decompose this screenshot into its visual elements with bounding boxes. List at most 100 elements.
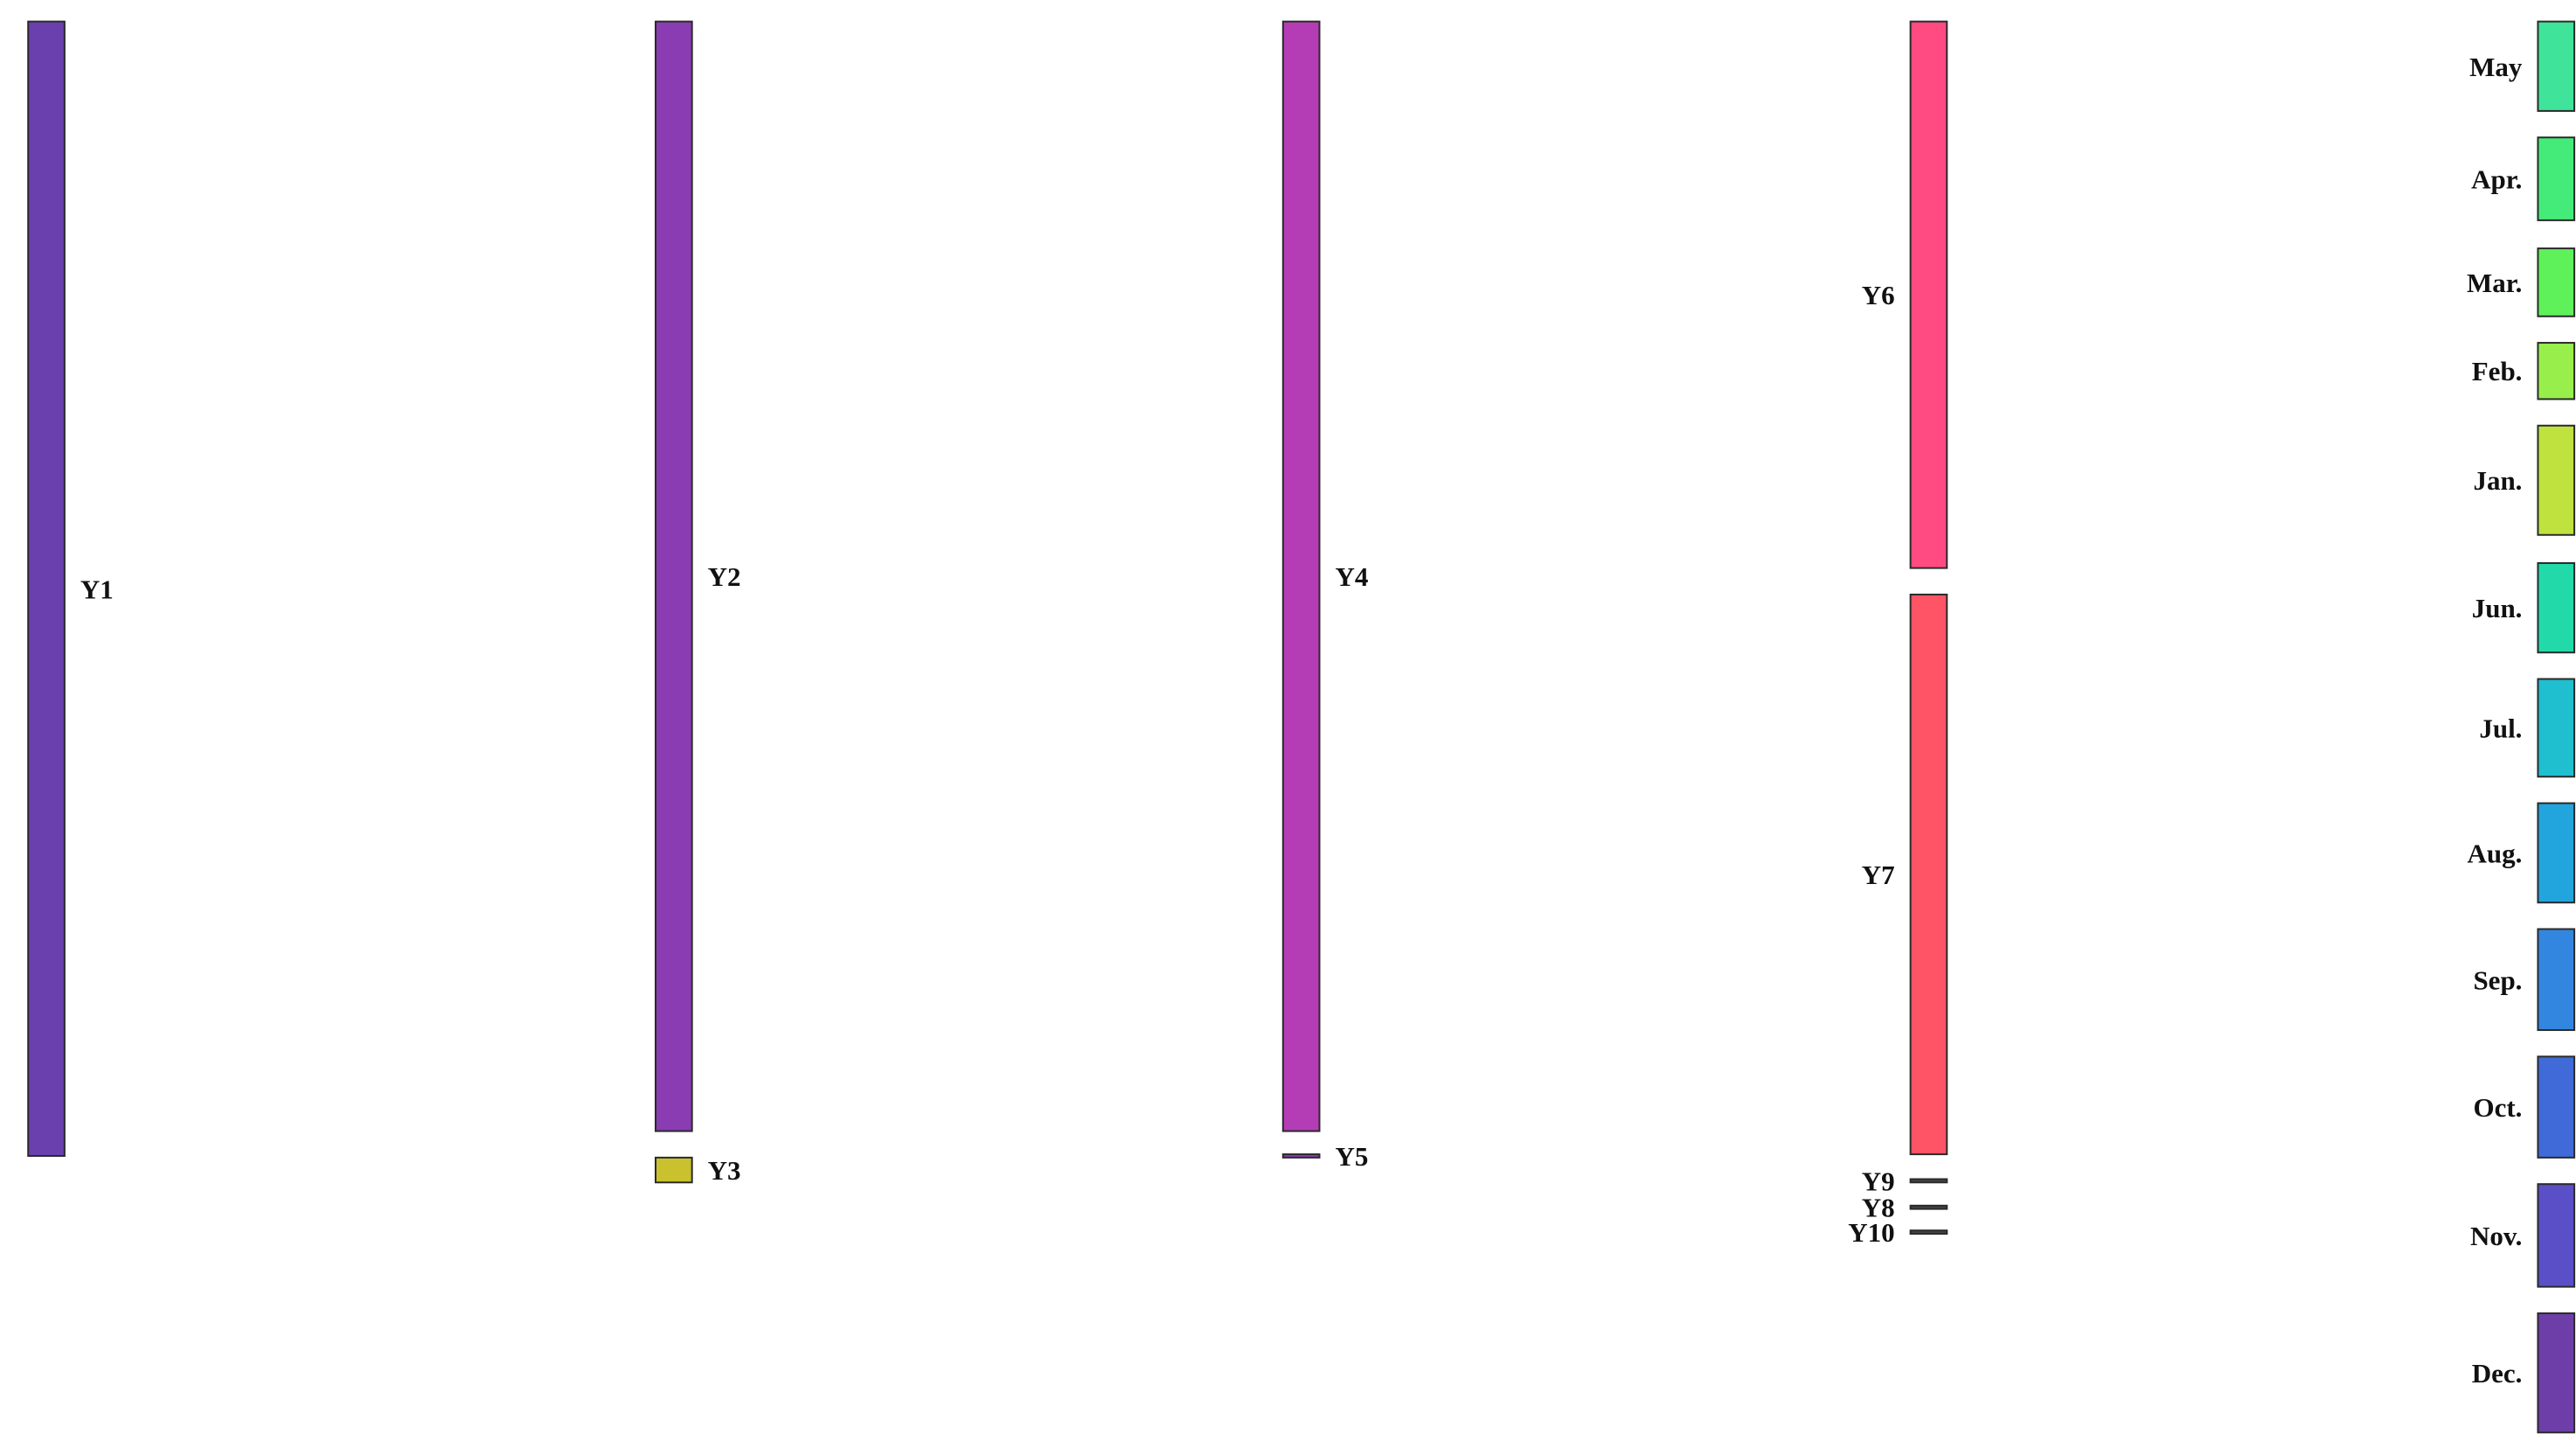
link-y1-to-y2 <box>65 22 656 1134</box>
node-y3[interactable] <box>655 1156 693 1184</box>
link-y4-to-y7 <box>1319 567 1910 1152</box>
node-y9[interactable] <box>1909 1178 1948 1184</box>
link-y3-to-jan <box>692 533 2538 1166</box>
node-label-y9: Y9 <box>1862 1166 1895 1196</box>
link-y6-to-nov <box>1947 412 2538 1250</box>
node-y10[interactable] <box>1909 1229 1948 1235</box>
node-y2[interactable] <box>655 20 693 1132</box>
link-y6-to-mar <box>1947 105 2538 279</box>
node-label-y4: Y4 <box>1335 561 1368 592</box>
node-y5[interactable] <box>1281 1153 1321 1159</box>
link-y2-to-y4 <box>692 22 1283 1131</box>
node-oct[interactable] <box>2537 1055 2576 1159</box>
node-jul[interactable] <box>2537 678 2576 778</box>
node-label-y10: Y10 <box>1848 1217 1894 1248</box>
link-y4-to-y8 <box>1319 1129 1910 1209</box>
node-label-y3: Y3 <box>708 1155 741 1186</box>
link-y6-to-jul <box>1947 240 2538 718</box>
node-label-y6: Y6 <box>1862 280 1895 310</box>
node-label-sep: Sep. <box>2473 964 2522 995</box>
link-y6-to-dec <box>1947 478 2538 1379</box>
node-label-y8: Y8 <box>1862 1193 1895 1223</box>
node-label-feb: Feb. <box>2472 356 2523 386</box>
node-label-dec: Dec. <box>2472 1358 2523 1389</box>
link-y3-to-may <box>692 110 2538 1159</box>
link-y3-to-feb <box>692 398 2538 1166</box>
link-y3-to-jul <box>692 776 2538 1169</box>
link-y7-to-oct <box>1947 1003 2538 1155</box>
link-y6-to-apr <box>1947 66 2538 177</box>
node-y6[interactable] <box>1909 20 1948 569</box>
node-label-y2: Y2 <box>708 561 741 592</box>
link-y6-to-may <box>1947 22 2538 70</box>
node-nov[interactable] <box>2537 1183 2576 1288</box>
node-y7[interactable] <box>1909 593 1948 1156</box>
node-label-y7: Y7 <box>1862 860 1895 890</box>
link-y4-to-y6 <box>1319 22 1910 567</box>
node-dec[interactable] <box>2537 1312 2576 1434</box>
link-y4-to-y10 <box>1319 1130 1910 1234</box>
node-y1[interactable] <box>27 20 66 1157</box>
link-y7-to-apr <box>1947 178 2538 672</box>
link-y7-to-feb <box>1947 367 2538 727</box>
link-y3-to-aug <box>692 902 2538 1170</box>
link-y7-to-jan <box>1947 479 2538 782</box>
link-y6-to-jan <box>1947 153 2538 479</box>
node-y4[interactable] <box>1281 20 1321 1132</box>
link-y6-to-aug <box>1947 278 2538 843</box>
link-y10-to-oct <box>1947 1157 2538 1234</box>
link-y5-to-dec <box>1319 1156 2538 1429</box>
link-y3-to-dec <box>692 1176 2538 1431</box>
link-y7-to-dec <box>1947 1088 2538 1427</box>
node-apr[interactable] <box>2537 136 2576 221</box>
link-y7-to-sep <box>1947 950 2538 1029</box>
link-y3-to-mar <box>692 314 2538 1162</box>
node-sep[interactable] <box>2537 928 2576 1032</box>
node-may[interactable] <box>2537 20 2576 112</box>
node-label-nov: Nov. <box>2470 1221 2522 1251</box>
node-mar[interactable] <box>2537 247 2576 317</box>
link-y6-to-feb <box>1947 133 2538 368</box>
node-label-y1: Y1 <box>80 574 114 604</box>
node-feb[interactable] <box>2537 342 2576 400</box>
node-jan[interactable] <box>2537 424 2576 536</box>
link-y1-to-y3 <box>65 1134 656 1183</box>
node-y8[interactable] <box>1909 1204 1948 1210</box>
link-y9-to-nov <box>1947 1180 2538 1287</box>
link-y7-to-nov <box>1947 1052 2538 1284</box>
link-y8-to-dec <box>1947 1208 2538 1433</box>
node-label-jul: Jul. <box>2479 713 2522 743</box>
node-label-mar: Mar. <box>2467 268 2522 298</box>
link-y9-to-mar <box>1947 315 2538 1180</box>
link-y3-to-oct <box>692 1155 2538 1175</box>
node-label-apr: Apr. <box>2471 164 2522 195</box>
node-label-may: May <box>2469 52 2523 82</box>
node-label-y5: Y5 <box>1335 1141 1368 1172</box>
link-y6-to-sep <box>1947 317 2538 975</box>
link-y7-to-mar <box>1947 279 2538 703</box>
nodes-layer <box>27 20 2576 1434</box>
node-label-aug: Aug. <box>2468 838 2523 868</box>
link-y3-to-apr <box>692 218 2538 1160</box>
link-y6-to-jun <box>1947 205 2538 596</box>
link-y7-to-may <box>1947 69 2538 632</box>
link-y6-to-oct <box>1947 361 2538 1106</box>
node-label-jun: Jun. <box>2472 593 2523 623</box>
node-aug[interactable] <box>2537 802 2576 904</box>
link-y3-to-nov <box>692 1175 2538 1286</box>
link-y8-to-apr <box>1947 219 2538 1208</box>
link-y7-to-jul <box>1947 718 2538 893</box>
link-y2-to-y5 <box>692 1129 1283 1158</box>
link-y3-to-sep <box>692 1029 2538 1174</box>
link-y10-to-jan <box>1947 533 2538 1232</box>
node-jun[interactable] <box>2537 561 2576 654</box>
link-y5-to-nov <box>1319 1154 2538 1285</box>
node-label-jan: Jan. <box>2473 465 2522 496</box>
link-y7-to-jun <box>1947 597 2538 835</box>
link-y7-to-aug <box>1947 843 2538 950</box>
link-y4-to-y9 <box>1319 1128 1910 1183</box>
node-label-oct: Oct. <box>2473 1092 2522 1123</box>
